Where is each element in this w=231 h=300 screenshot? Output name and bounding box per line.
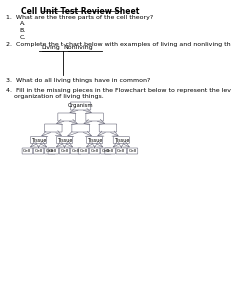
Text: Cell: Cell (106, 149, 114, 153)
Text: Living: Living (41, 44, 60, 50)
Text: organization of living things.: organization of living things. (6, 94, 103, 99)
FancyBboxPatch shape (87, 136, 103, 143)
FancyBboxPatch shape (105, 148, 115, 154)
Text: Cell: Cell (23, 149, 31, 153)
Text: Cell: Cell (60, 149, 69, 153)
FancyBboxPatch shape (33, 148, 44, 154)
Text: Cell: Cell (117, 149, 125, 153)
FancyBboxPatch shape (30, 136, 47, 143)
Text: B.: B. (20, 28, 26, 33)
FancyBboxPatch shape (127, 148, 138, 154)
FancyBboxPatch shape (101, 148, 111, 154)
FancyBboxPatch shape (56, 136, 73, 143)
FancyBboxPatch shape (89, 148, 100, 154)
FancyBboxPatch shape (72, 124, 89, 132)
FancyBboxPatch shape (70, 148, 81, 154)
Text: Organism: Organism (68, 103, 93, 109)
FancyBboxPatch shape (116, 148, 127, 154)
Text: Tissue: Tissue (57, 137, 72, 142)
Text: Cell: Cell (91, 149, 99, 153)
Text: Cell: Cell (49, 149, 58, 153)
Text: Cell: Cell (79, 149, 88, 153)
Text: A.: A. (20, 21, 26, 26)
Text: Tissue: Tissue (31, 137, 46, 142)
Text: 4.  Fill in the missing pieces in the Flowchart below to represent the levels of: 4. Fill in the missing pieces in the Flo… (6, 88, 231, 93)
Text: Cell: Cell (72, 149, 80, 153)
Text: Tissue: Tissue (87, 137, 102, 142)
Text: Cell: Cell (46, 149, 54, 153)
FancyBboxPatch shape (58, 113, 75, 121)
FancyBboxPatch shape (45, 148, 55, 154)
Text: Cell: Cell (102, 149, 110, 153)
Text: 3.  What do all living things have in common?: 3. What do all living things have in com… (6, 78, 150, 83)
FancyBboxPatch shape (86, 113, 103, 121)
FancyBboxPatch shape (45, 124, 62, 132)
FancyBboxPatch shape (48, 148, 58, 154)
FancyBboxPatch shape (99, 124, 117, 132)
Text: Tissue: Tissue (114, 137, 129, 142)
FancyBboxPatch shape (113, 136, 129, 143)
Text: 1.  What are the three parts of the cell theory?: 1. What are the three parts of the cell … (6, 15, 153, 20)
FancyBboxPatch shape (22, 148, 33, 154)
Text: Cell: Cell (128, 149, 137, 153)
Text: 2.  Complete the t-chart below with examples of living and nonliving things.: 2. Complete the t-chart below with examp… (6, 42, 231, 47)
FancyBboxPatch shape (70, 102, 91, 110)
FancyBboxPatch shape (59, 148, 70, 154)
Text: Cell Unit Test Review Sheet: Cell Unit Test Review Sheet (21, 7, 140, 16)
Text: C.: C. (20, 35, 26, 40)
Text: Nonliving: Nonliving (64, 44, 93, 50)
Text: Cell: Cell (34, 149, 43, 153)
FancyBboxPatch shape (78, 148, 89, 154)
